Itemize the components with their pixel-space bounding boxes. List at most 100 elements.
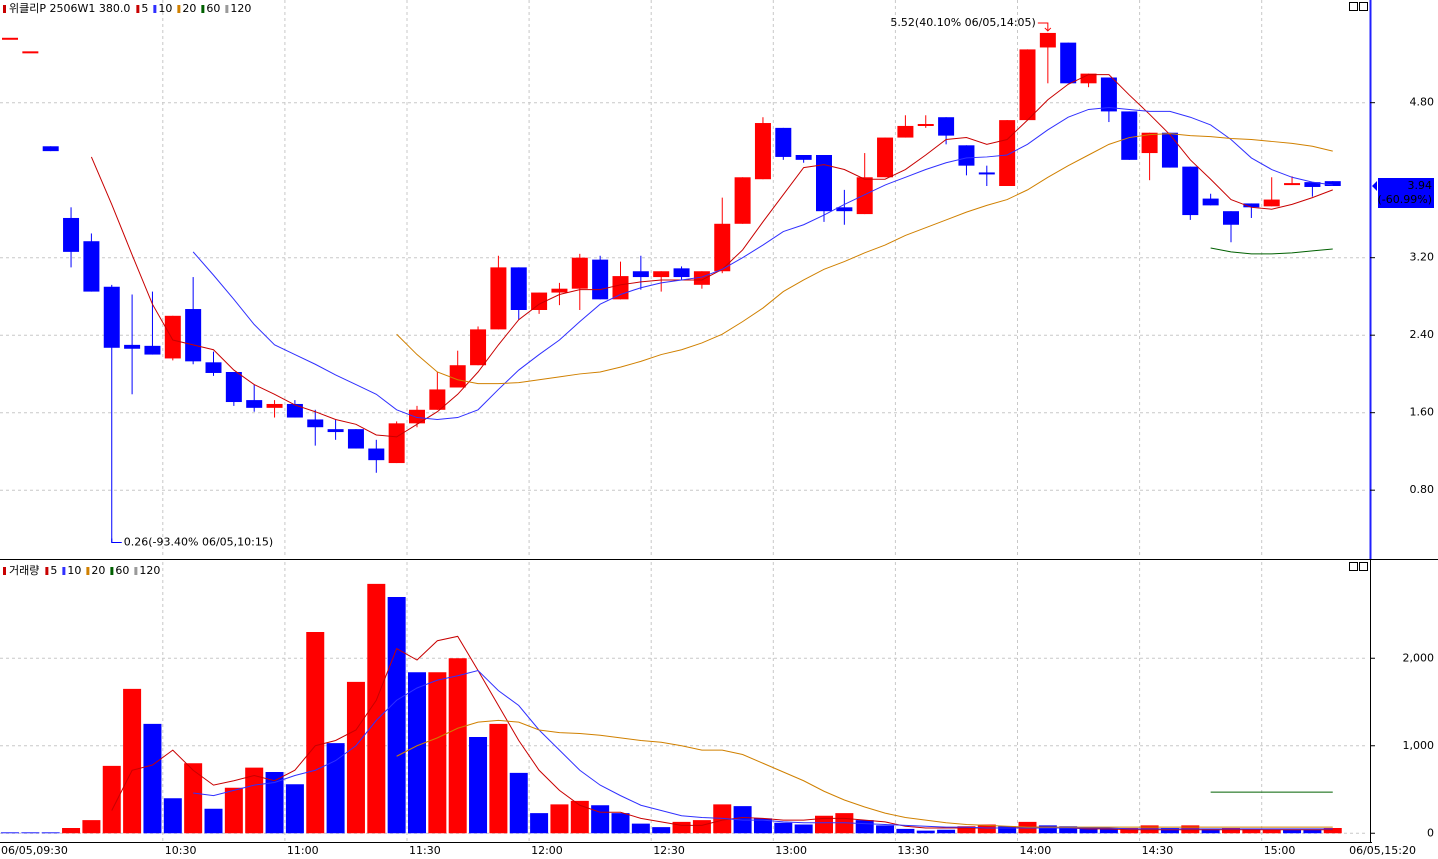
y-tick-label: 2.40 <box>1410 328 1435 341</box>
pane-controls[interactable] <box>1349 2 1368 571</box>
volume-bar <box>855 820 874 834</box>
volume-bar <box>1323 828 1342 834</box>
candle-body <box>429 389 446 410</box>
x-tick-label: 06/05,15:20 <box>1349 844 1416 857</box>
maximize-button[interactable] <box>1349 2 1358 11</box>
legend-label: 10 <box>158 2 172 15</box>
maximize-button[interactable] <box>1349 562 1358 571</box>
legend-swatch <box>201 5 205 13</box>
volume-bar <box>245 767 264 834</box>
y-tick-label: 0.80 <box>1410 483 1435 496</box>
candle-body <box>1019 49 1036 121</box>
volume-bar <box>876 825 895 834</box>
x-tick-label: 15:00 <box>1264 844 1296 857</box>
volume-bar <box>1099 828 1118 834</box>
volume-bar <box>672 821 691 834</box>
volume-bar <box>143 723 162 834</box>
candle-body <box>144 345 161 355</box>
close-button[interactable] <box>1359 562 1368 571</box>
legend-swatch <box>134 567 138 575</box>
volume-bar <box>82 820 101 834</box>
y-tick-label: 1,000 <box>1403 739 1435 752</box>
candle-body <box>368 448 385 461</box>
moving-average-line <box>396 719 1333 828</box>
candle-body <box>22 51 39 54</box>
volume-bar <box>611 813 630 834</box>
volume-bar <box>1120 828 1139 834</box>
volume-bar <box>204 808 223 834</box>
last-price-label: 3.94 <box>1408 179 1433 192</box>
x-tick-label: 14:30 <box>1142 844 1174 857</box>
volume-bar <box>774 822 793 834</box>
volume-bar <box>163 798 182 834</box>
candle-body <box>124 344 141 349</box>
candle-body <box>2 37 18 40</box>
pane-title: 거래량 <box>9 564 39 577</box>
legend-label: 60 <box>206 2 220 15</box>
volume-bar <box>1303 829 1322 834</box>
candle-body <box>1080 73 1097 84</box>
candle-body <box>1284 183 1301 186</box>
volume-bar <box>1038 825 1057 834</box>
legend-label: 120 <box>230 2 251 15</box>
candle-body <box>409 409 425 424</box>
volume-bar <box>1079 828 1098 834</box>
moving-average-line <box>192 107 1333 420</box>
candle-body <box>164 315 181 359</box>
volume-bar <box>448 658 467 834</box>
candle-body <box>1304 182 1321 187</box>
volume-bar <box>1242 828 1261 834</box>
x-tick-label: 06/05,09:30 <box>1 844 68 857</box>
moving-average-line <box>90 74 1333 438</box>
volume-bar <box>896 828 915 834</box>
volume-bar <box>489 723 508 834</box>
candle-body <box>856 177 873 215</box>
volume-bar <box>1283 829 1302 834</box>
moving-average-line <box>1210 247 1333 255</box>
pane-title: 위클리P 2506W1 380.0 <box>9 2 130 15</box>
candle-body <box>307 419 324 428</box>
close-button[interactable] <box>1359 2 1368 11</box>
candle-body <box>653 271 670 278</box>
legend-label: 20 <box>182 2 196 15</box>
legend-swatch <box>110 567 114 575</box>
legend-label: 5 <box>141 2 148 15</box>
volume-bar <box>265 772 284 834</box>
volume-bar <box>916 830 935 834</box>
legend-swatch <box>177 5 181 13</box>
candle-body <box>571 257 588 289</box>
legend-swatch <box>86 567 90 575</box>
candle-body <box>632 271 649 278</box>
x-tick-label: 10:30 <box>165 844 197 857</box>
volume-bar <box>957 826 976 834</box>
volume-bar <box>1222 828 1240 834</box>
candle-body <box>531 292 548 310</box>
volume-bar <box>631 823 650 834</box>
volume-bar <box>1160 828 1179 834</box>
volume-bar <box>184 763 203 834</box>
volume-bar <box>224 787 243 834</box>
volume-bar <box>1262 829 1281 834</box>
candle-body <box>225 372 242 403</box>
candle-body <box>83 241 100 292</box>
y-tick-label: 4.80 <box>1410 96 1435 109</box>
candle-body <box>917 124 934 126</box>
candle-body <box>836 207 853 212</box>
high-annotation: 5.52(40.10% 06/05,14:05) <box>890 16 1035 29</box>
candle-body <box>673 268 690 278</box>
volume-bar <box>1201 828 1220 834</box>
volume-bar <box>428 672 447 834</box>
high-annotation-arrow <box>1037 22 1052 32</box>
y-tick-label: 2,000 <box>1403 651 1435 664</box>
volume-bar <box>367 583 386 834</box>
legend-swatch <box>136 5 140 13</box>
volume-bar <box>346 681 365 834</box>
volume-bar <box>591 805 610 834</box>
last-price-box <box>1378 178 1434 208</box>
volume-bar <box>102 765 121 834</box>
legend-swatch <box>153 5 157 13</box>
x-tick-label: 11:00 <box>287 844 319 857</box>
x-tick-label: 13:30 <box>897 844 929 857</box>
moving-average-line <box>111 635 1333 831</box>
